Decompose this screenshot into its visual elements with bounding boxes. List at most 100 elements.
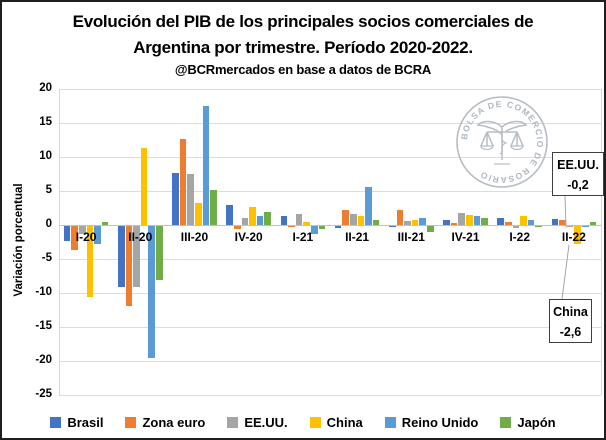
bar-china-ii-20	[140, 148, 148, 225]
gridline--15	[59, 327, 601, 328]
legend-swatch-brasil	[50, 417, 62, 428]
legend-swatch-ee-uu	[227, 417, 239, 428]
gridline-10	[59, 157, 601, 158]
bar-brasil-iv-21	[443, 220, 450, 225]
bar-reino-unido-i-21	[310, 226, 318, 235]
bar-china-ii-22	[574, 226, 582, 244]
watermark-ring-text: BOLSA DE COMERCIO DE ROSARIO	[459, 99, 544, 185]
legend-item-jap-n: Japón	[500, 415, 556, 430]
chart-title-block: Evolución del PIB de los principales soc…	[2, 9, 604, 78]
bar-brasil-i-21	[280, 216, 288, 225]
bar-brasil-ii-20	[117, 226, 125, 288]
bar-zona-euro-iv-21	[450, 223, 458, 225]
gridline--5	[59, 259, 601, 260]
plot-right-border	[601, 89, 602, 395]
y-tick-label--20: -20	[35, 354, 52, 366]
bar-zona-euro-i-21	[288, 226, 295, 228]
bar-jap-n-iv-20	[264, 212, 272, 225]
callout-eeuu: EE.UU. -0,2	[552, 152, 604, 196]
bar-brasil-ii-22	[551, 218, 559, 225]
legend-swatch-jap-n	[500, 417, 512, 428]
legend-item-ee-uu: EE.UU.	[227, 415, 288, 430]
gridline--20	[59, 361, 601, 362]
gridline-5	[59, 191, 601, 192]
bar-reino-unido-i-22	[527, 219, 535, 225]
bar-brasil-ii-21	[334, 226, 342, 228]
bar-zona-euro-iii-20	[179, 138, 187, 225]
x-tick-label-iii-21: III-21	[397, 230, 425, 244]
bar-jap-n-ii-21	[372, 220, 380, 225]
chart-title-line-2: Argentina por trimestre. Período 2020-20…	[133, 38, 473, 57]
legend-item-china: China	[309, 415, 363, 430]
x-tick-label-ii-22: II-22	[561, 230, 586, 244]
bar-jap-n-ii-20	[155, 226, 163, 281]
legend-label-jap-n: Japón	[517, 415, 556, 430]
bar-brasil-iii-21	[388, 226, 396, 227]
bar-china-iv-20	[249, 206, 256, 225]
bar-zona-euro-ii-22	[559, 219, 566, 225]
bar-brasil-i-20	[63, 226, 71, 241]
bar-ee-uu-iii-21	[404, 220, 411, 225]
legend-item-brasil: Brasil	[50, 415, 103, 430]
gridline--10	[59, 293, 601, 294]
bar-jap-n-i-21	[318, 226, 326, 230]
legend-label-zona-euro: Zona euro	[142, 415, 206, 430]
callout-china: China -2,6	[549, 299, 592, 343]
bar-ee-uu-iv-20	[241, 217, 249, 225]
bar-reino-unido-i-20	[94, 226, 101, 245]
x-tick-label-iii-20: III-20	[180, 230, 209, 244]
legend-swatch-zona-euro	[125, 417, 137, 428]
bar-china-i-21	[303, 221, 311, 225]
bar-ee-uu-iv-21	[458, 213, 466, 225]
bar-zona-euro-ii-20	[125, 226, 133, 307]
bar-china-ii-21	[357, 216, 365, 225]
bar-jap-n-iii-21	[426, 226, 434, 233]
x-tick-label-i-21: I-21	[292, 230, 314, 244]
legend-label-reino-unido: Reino Unido	[401, 415, 479, 430]
callout-eeuu-label: EE.UU.	[557, 158, 599, 172]
svg-text:BOLSA DE COMERCIO DE ROSARIO: BOLSA DE COMERCIO DE ROSARIO	[459, 99, 545, 185]
bar-china-iii-20	[194, 203, 202, 225]
gridline-15	[59, 123, 601, 124]
bar-ee-uu-iii-20	[187, 174, 195, 225]
bar-jap-n-iii-20	[210, 189, 217, 225]
callout-china-label: China	[553, 305, 588, 319]
bar-ee-uu-i-20	[78, 226, 86, 235]
bar-ee-uu-ii-20	[133, 226, 140, 288]
y-axis-line	[59, 89, 60, 395]
legend-item-zona-euro: Zona euro	[125, 415, 205, 430]
bar-china-iii-21	[411, 219, 419, 225]
bar-reino-unido-iv-21	[473, 216, 481, 225]
y-tick-label-5: 5	[45, 184, 52, 196]
bar-zona-euro-i-20	[71, 226, 79, 250]
bar-jap-n-i-20	[101, 221, 109, 225]
legend-swatch-reino-unido	[384, 417, 396, 428]
bar-zona-euro-i-22	[504, 221, 512, 225]
x-tick-label-ii-20: II-20	[128, 230, 153, 244]
bar-zona-euro-ii-21	[342, 210, 350, 225]
x-tick-label-i-22: I-22	[509, 230, 531, 244]
bolsa-comercio-rosario-watermark-logo: BOLSA DE COMERCIO DE ROSARIO	[456, 96, 548, 188]
bar-reino-unido-iii-21	[419, 218, 427, 225]
bar-ee-uu-ii-22	[566, 226, 574, 228]
chart-title-line-1: Evolución del PIB de los principales soc…	[72, 12, 534, 31]
bar-ee-uu-i-22	[512, 226, 520, 228]
gridline-0	[59, 225, 601, 226]
bar-reino-unido-ii-20	[148, 226, 156, 358]
legend-item-reino-unido: Reino Unido	[384, 415, 479, 430]
x-tick-label-iv-21: IV-21	[451, 230, 480, 244]
x-tick-label-iv-20: IV-20	[234, 230, 263, 244]
bar-jap-n-ii-22	[589, 221, 597, 225]
bar-jap-n-iv-21	[481, 217, 488, 225]
bar-china-i-22	[520, 215, 527, 225]
bar-china-i-20	[86, 226, 94, 298]
y-tick-label-20: 20	[39, 82, 52, 94]
legend-label-brasil: Brasil	[67, 415, 104, 430]
bar-ee-uu-i-21	[295, 214, 303, 225]
y-tick-label-10: 10	[39, 150, 52, 162]
callout-china-value: -2,6	[559, 325, 582, 339]
chart-subtitle: @BCRmercados en base a datos de BCRA	[174, 62, 432, 77]
bar-reino-unido-ii-21	[365, 186, 372, 225]
legend-swatch-china	[309, 417, 321, 428]
